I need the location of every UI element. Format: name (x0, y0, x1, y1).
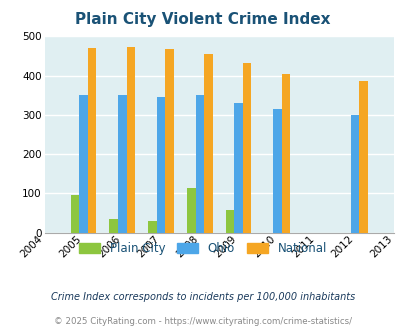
Bar (195, 95, 204, 233)
Bar (242, 63, 251, 233)
Bar (70, 195, 79, 233)
Text: Plain City Violent Crime Index: Plain City Violent Crime Index (75, 12, 330, 26)
Bar (79, 95, 87, 233)
Bar (126, 47, 135, 233)
Bar (165, 49, 173, 233)
Bar (156, 97, 165, 233)
Bar (281, 74, 290, 233)
Bar (87, 48, 96, 233)
Text: © 2025 CityRating.com - https://www.cityrating.com/crime-statistics/: © 2025 CityRating.com - https://www.city… (54, 317, 351, 326)
Bar (234, 103, 242, 233)
Bar (350, 115, 358, 233)
Bar (204, 54, 212, 233)
Bar (109, 219, 118, 233)
Bar (187, 188, 195, 233)
Legend: Plain City, Ohio, National: Plain City, Ohio, National (74, 237, 331, 260)
Bar (358, 81, 367, 233)
Bar (273, 109, 281, 233)
Bar (118, 95, 126, 233)
Bar (225, 210, 234, 233)
Text: Crime Index corresponds to incidents per 100,000 inhabitants: Crime Index corresponds to incidents per… (51, 292, 354, 302)
Bar (148, 221, 156, 233)
